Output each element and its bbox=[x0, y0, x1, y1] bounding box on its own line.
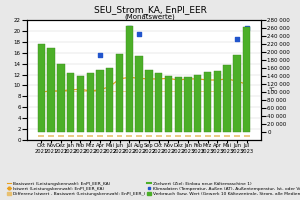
Bar bbox=[194, 75, 202, 132]
Text: °C: °C bbox=[268, 87, 275, 92]
Point bbox=[127, 27, 132, 30]
Bar bbox=[184, 77, 192, 132]
Point bbox=[78, 103, 83, 106]
Bar bbox=[47, 48, 55, 132]
Bar bbox=[175, 77, 182, 132]
Bar bbox=[106, 68, 113, 132]
Point bbox=[39, 54, 44, 57]
Point bbox=[166, 97, 171, 101]
Bar bbox=[233, 55, 241, 132]
Text: SEU_Strom_KA, EnPI_EER: SEU_Strom_KA, EnPI_EER bbox=[94, 5, 206, 14]
Bar bbox=[96, 70, 104, 132]
Bar bbox=[224, 65, 231, 132]
Bar bbox=[77, 76, 84, 132]
Legend: Basiswert (Leistungskennzahl: EnPI_EER_KA), Istwert (Leistungskennzahl: EnPI_EER: Basiswert (Leistungskennzahl: EnPI_EER_K… bbox=[5, 180, 300, 198]
Point bbox=[235, 37, 239, 41]
Bar bbox=[86, 73, 94, 132]
Bar bbox=[57, 64, 64, 132]
Bar bbox=[116, 54, 123, 132]
Point bbox=[186, 125, 190, 128]
Point bbox=[58, 97, 63, 101]
Bar bbox=[243, 27, 250, 132]
Point bbox=[215, 103, 220, 106]
Point bbox=[137, 32, 142, 35]
Bar bbox=[145, 70, 153, 132]
Point bbox=[98, 54, 102, 57]
Bar bbox=[38, 44, 45, 132]
Bar bbox=[214, 71, 221, 132]
Point bbox=[244, 27, 249, 30]
Bar bbox=[155, 73, 162, 132]
Bar bbox=[126, 26, 133, 132]
Bar bbox=[67, 73, 74, 132]
Bar bbox=[135, 56, 143, 132]
Text: (Monatswerte): (Monatswerte) bbox=[124, 13, 176, 20]
Bar bbox=[165, 76, 172, 132]
Bar bbox=[204, 72, 211, 132]
